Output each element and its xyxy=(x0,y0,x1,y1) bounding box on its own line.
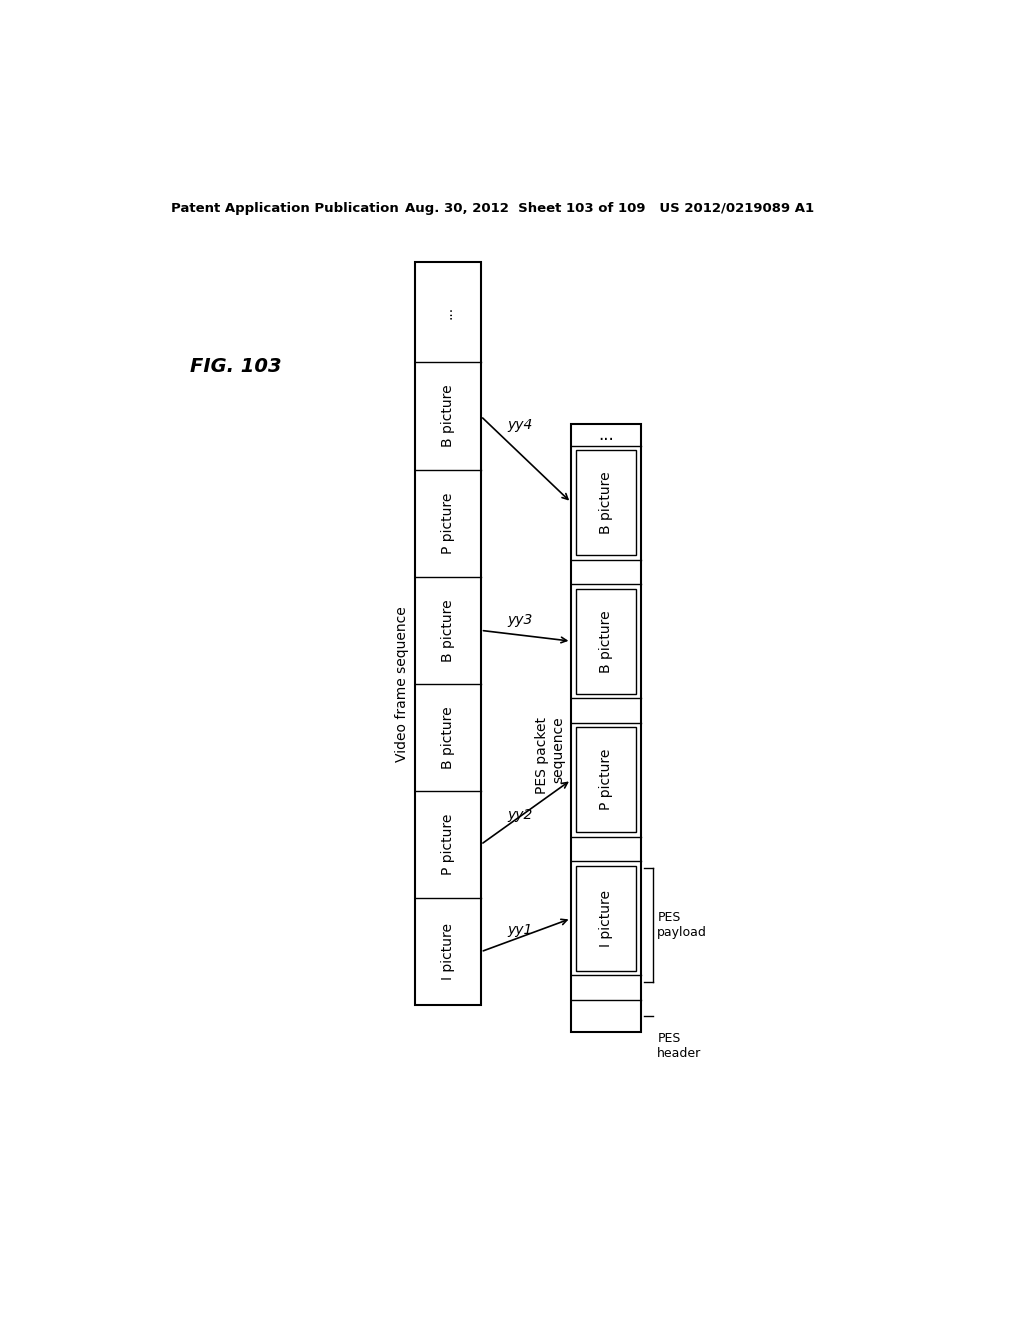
Text: PES
payload: PES payload xyxy=(657,911,708,939)
Bar xyxy=(571,424,641,1032)
Text: B picture: B picture xyxy=(440,599,455,661)
Text: B picture: B picture xyxy=(440,384,455,447)
Text: PES
header: PES header xyxy=(657,1032,701,1060)
Text: yy4: yy4 xyxy=(507,417,532,432)
Text: PES packet
sequence: PES packet sequence xyxy=(535,717,565,793)
Text: P picture: P picture xyxy=(440,492,455,554)
Text: B picture: B picture xyxy=(440,706,455,768)
Text: B picture: B picture xyxy=(599,610,613,672)
Bar xyxy=(575,866,636,970)
Text: yy3: yy3 xyxy=(507,612,532,627)
Bar xyxy=(575,450,636,554)
Text: ...: ... xyxy=(598,426,614,444)
Text: I picture: I picture xyxy=(440,923,455,981)
Bar xyxy=(415,263,480,1006)
Text: ...: ... xyxy=(440,306,455,319)
Text: Video frame sequence: Video frame sequence xyxy=(394,606,409,762)
Text: P picture: P picture xyxy=(440,814,455,875)
Bar xyxy=(575,727,636,832)
Text: I picture: I picture xyxy=(599,890,613,946)
Text: yy1: yy1 xyxy=(507,923,532,937)
Text: P picture: P picture xyxy=(599,750,613,810)
Text: Aug. 30, 2012  Sheet 103 of 109   US 2012/0219089 A1: Aug. 30, 2012 Sheet 103 of 109 US 2012/0… xyxy=(406,202,814,215)
Text: FIG. 103: FIG. 103 xyxy=(190,356,282,376)
Text: B picture: B picture xyxy=(599,471,613,533)
Bar xyxy=(575,589,636,693)
Text: yy2: yy2 xyxy=(507,808,532,822)
Text: Patent Application Publication: Patent Application Publication xyxy=(171,202,398,215)
